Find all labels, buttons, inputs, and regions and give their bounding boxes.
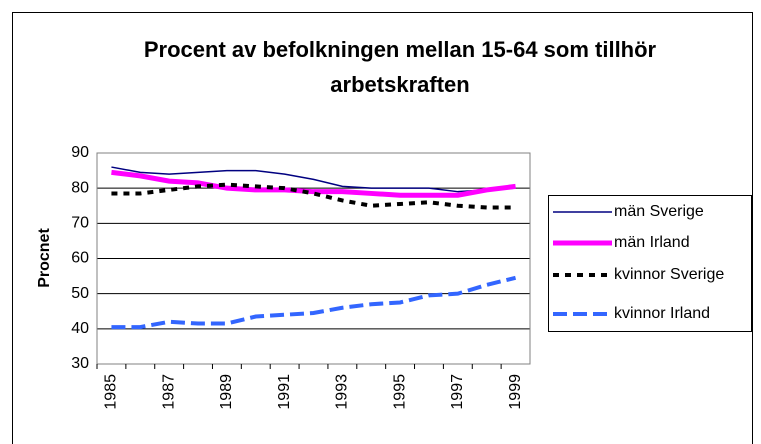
x-tick-label: 1993 [334,374,351,410]
x-tick-label: 1997 [449,374,466,410]
y-tick-label: 60 [71,250,89,267]
x-tick-label: 1985 [103,374,120,410]
legend-label: kvinnor Sverige [614,266,724,283]
y-tick-label: 40 [71,320,89,337]
y-tick-label: 80 [71,179,89,196]
y-axis-label: Procnet [36,228,53,288]
x-tick-label: 1995 [391,374,408,410]
legend-label: män Irland [614,234,690,251]
y-tick-label: 30 [71,355,89,372]
plot-frame [96,152,531,365]
x-tick-label: 1989 [218,374,235,410]
x-tick-label: 1987 [160,374,177,410]
legend-label: män Sverige [614,203,704,220]
legend-label: kvinnor Irland [614,305,710,322]
y-tick-label: 50 [71,285,89,302]
y-tick-label: 70 [71,215,89,232]
x-tick-label: 1991 [276,374,293,410]
series-line [111,169,516,198]
chart-title: Procent av befolkningen mellan 15-64 som… [143,37,657,97]
series-line [111,182,516,210]
series-line [111,275,517,330]
y-tick-label: 90 [71,144,89,161]
legend-box [548,195,752,332]
x-tick-label: 1999 [507,374,524,410]
series-line [111,166,516,193]
